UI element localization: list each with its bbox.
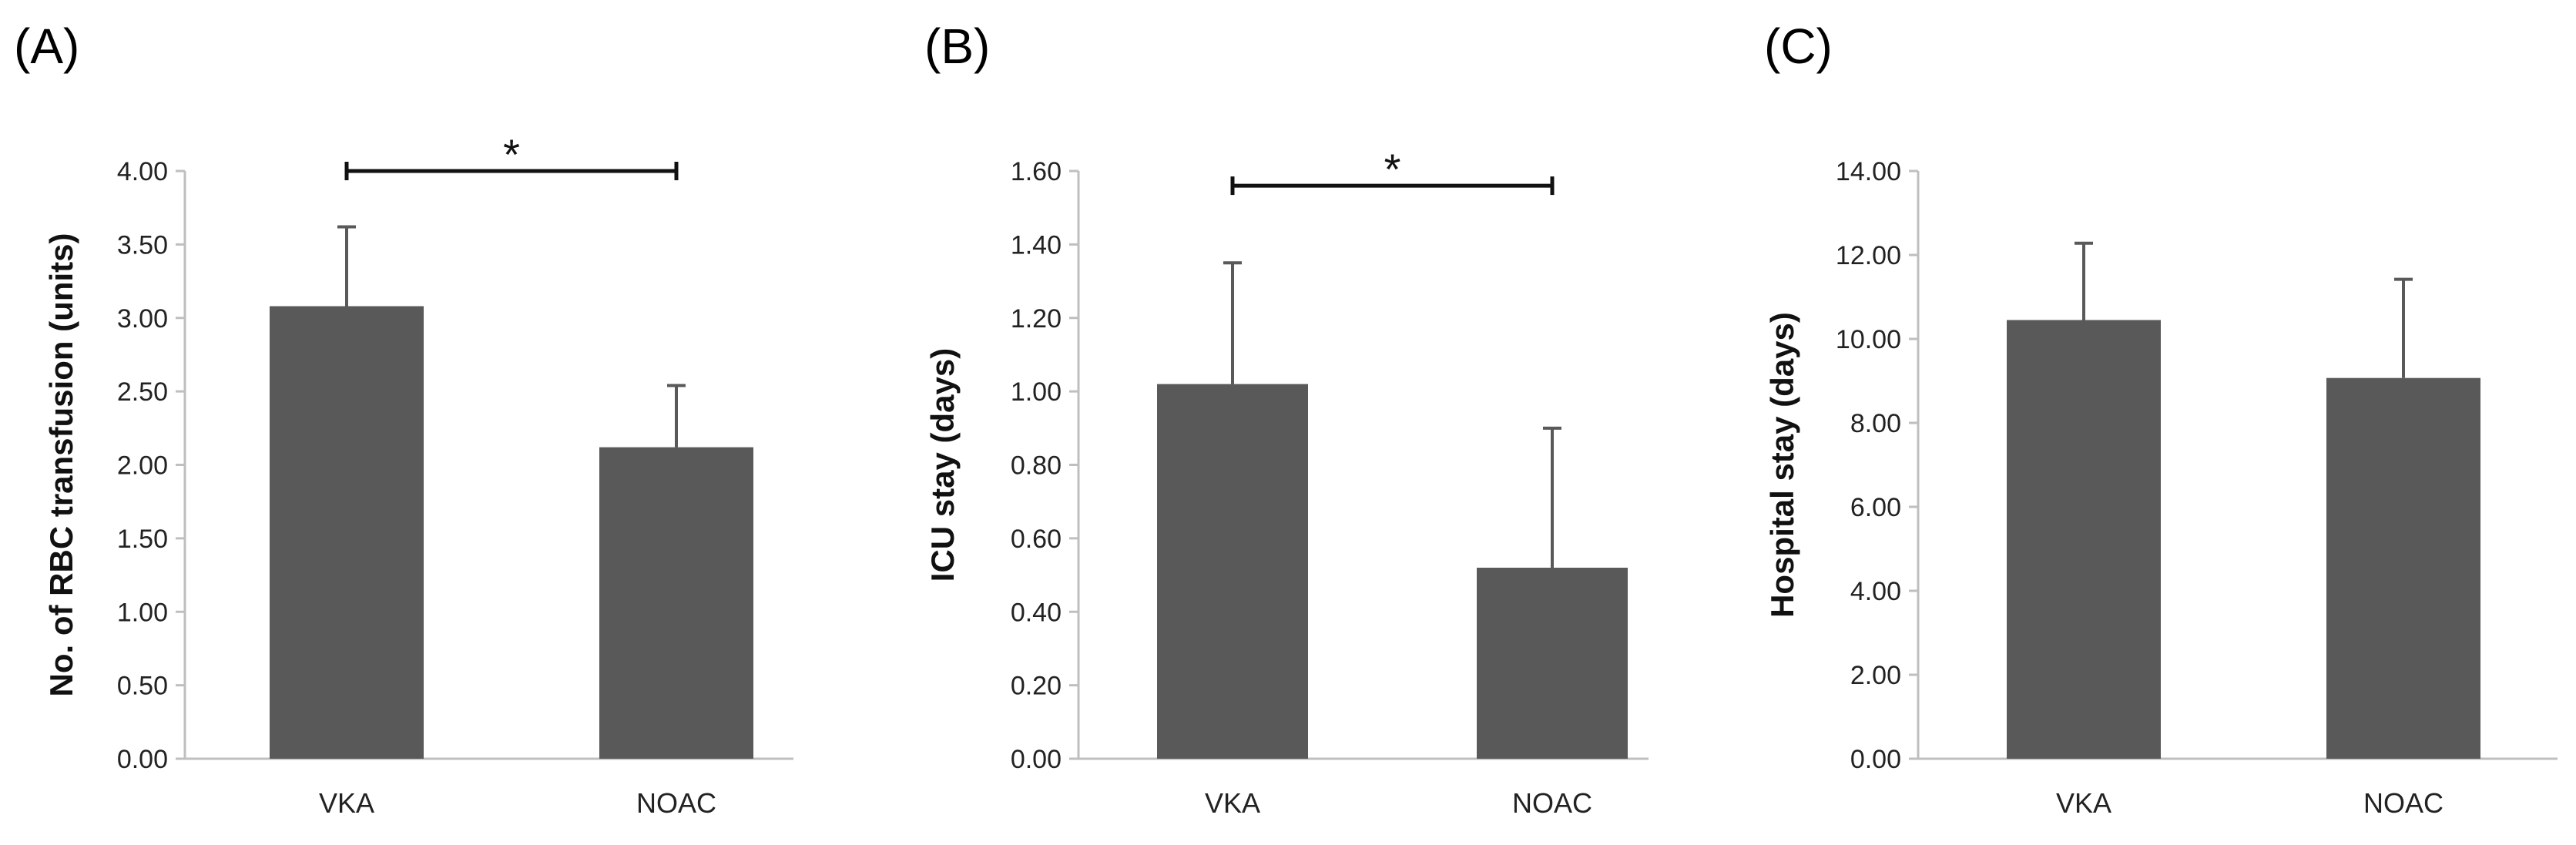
bar-vka xyxy=(270,306,424,759)
panel-label: (C) xyxy=(1764,18,1833,74)
x-tick-label: NOAC xyxy=(1512,787,1592,819)
y-tick-label: 2.00 xyxy=(1850,661,1901,690)
bar-noac xyxy=(1477,568,1628,759)
panel-label: (A) xyxy=(14,18,79,74)
y-tick-label: 1.00 xyxy=(117,598,168,627)
significance-marker: * xyxy=(1384,145,1401,193)
y-tick-label: 1.50 xyxy=(117,525,168,554)
y-tick-label: 2.00 xyxy=(117,451,168,481)
y-tick-label: 0.20 xyxy=(1011,672,1062,701)
x-tick-label: VKA xyxy=(2056,787,2111,819)
y-tick-label: 0.40 xyxy=(1011,598,1062,627)
significance-marker: * xyxy=(503,130,520,179)
y-tick-label: 12.00 xyxy=(1836,241,1901,270)
y-tick-label: 0.60 xyxy=(1011,525,1062,554)
chart-panel-c: (C) Hospital stay (days) 0.00 2.00 4.00 6.00 8… xyxy=(1764,18,2558,819)
y-tick-label: 0.00 xyxy=(1850,745,1901,774)
chart-panel-b: (B) ICU stay (days) 0.00 0.20 0.40 0.60 0.80 1.… xyxy=(924,18,1649,819)
y-tick-label: 0.50 xyxy=(117,672,168,701)
y-tick-label: 14.00 xyxy=(1836,157,1901,186)
y-tick-label: 0.80 xyxy=(1011,451,1062,481)
y-tick-label: 8.00 xyxy=(1850,409,1901,438)
chart-panel-a: (A) No. of RBC transfusion (units) 0.00 0.5… xyxy=(14,18,793,819)
y-tick-label: 1.40 xyxy=(1011,230,1062,260)
y-tick-label: 1.60 xyxy=(1011,157,1062,186)
bar-vka xyxy=(2007,320,2161,759)
x-tick-label: VKA xyxy=(1205,787,1260,819)
y-tick-label: 2.50 xyxy=(117,377,168,407)
y-tick-label: 0.00 xyxy=(117,745,168,774)
y-axis-label: Hospital stay (days) xyxy=(1764,312,1800,618)
y-tick-label: 4.00 xyxy=(117,157,168,186)
panel-label: (B) xyxy=(924,18,990,74)
y-tick-label: 3.00 xyxy=(117,304,168,334)
bar-noac xyxy=(2326,377,2480,759)
x-tick-label: NOAC xyxy=(636,787,716,819)
y-tick-label: 4.00 xyxy=(1850,577,1901,606)
x-tick-label: VKA xyxy=(319,787,374,819)
y-tick-label: 1.00 xyxy=(1011,377,1062,407)
y-tick-label: 1.20 xyxy=(1011,304,1062,334)
y-axis-label: ICU stay (days) xyxy=(924,348,961,582)
y-axis-label: No. of RBC transfusion (units) xyxy=(43,233,79,697)
y-tick-label: 0.00 xyxy=(1011,745,1062,774)
y-tick-label: 6.00 xyxy=(1850,493,1901,522)
y-tick-label: 3.50 xyxy=(117,230,168,260)
x-tick-label: NOAC xyxy=(2363,787,2444,819)
y-tick-label: 10.00 xyxy=(1836,325,1901,354)
bar-noac xyxy=(599,447,753,759)
bar-vka xyxy=(1157,384,1308,759)
